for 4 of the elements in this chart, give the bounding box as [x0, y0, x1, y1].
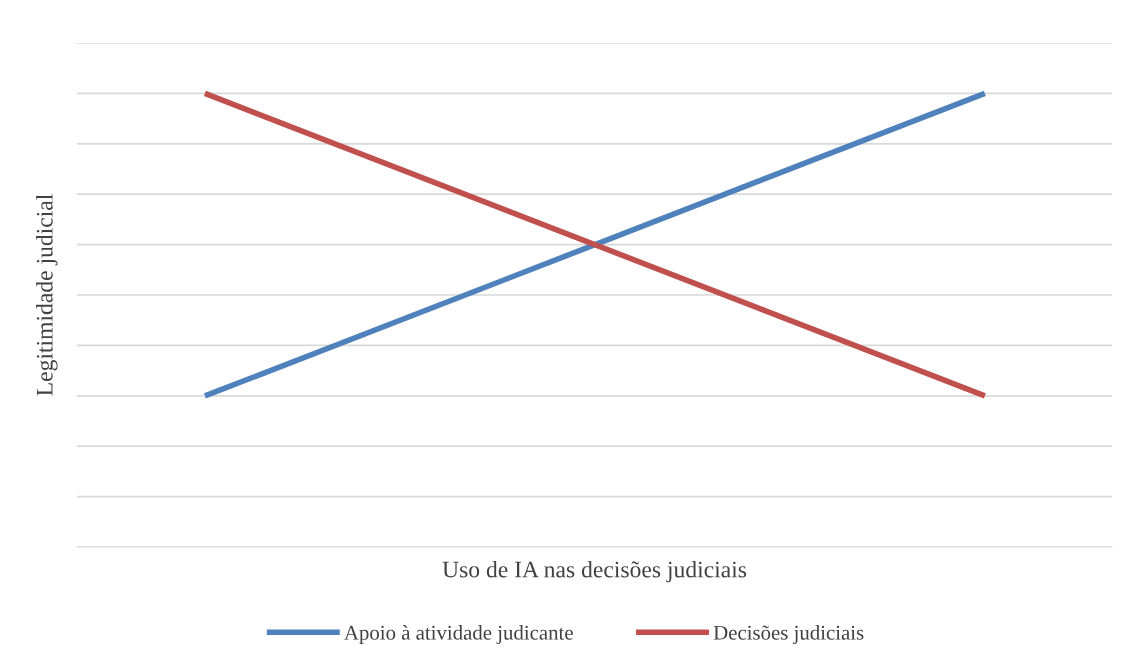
legend-label: Decisões judiciais: [713, 625, 864, 644]
legend-label: Apoio à atividade judicante: [344, 625, 573, 644]
x-axis-title: Uso de IA nas decisões judiciais: [442, 560, 747, 583]
y-axis-title: Legitimidade judicial: [36, 194, 58, 396]
